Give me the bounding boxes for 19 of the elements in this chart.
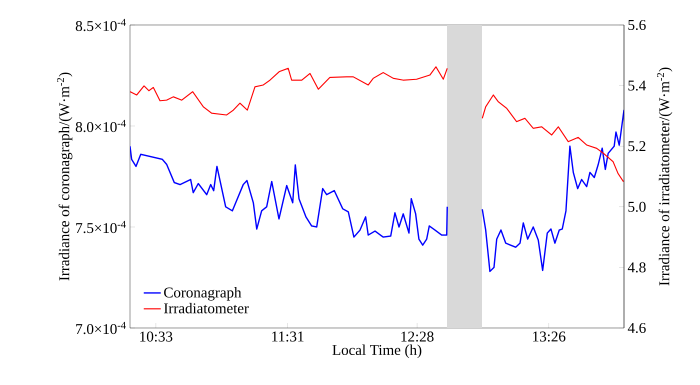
y-tick-label: 7.5×10$^{-4}$ [76, 220, 126, 234]
y-axis-title: Irradiance of coronagraph/(W·m$^{-2}$) [57, 72, 72, 281]
y2-tick-label: 4.8 [628, 262, 646, 272]
y-tick-label: 8.0×10$^{-4}$ [76, 120, 126, 132]
y2-axis-title: Irradiance of irradiatometer/(W·m$^{-2}$) [657, 68, 672, 286]
legend-label: Coronagraph [164, 287, 242, 301]
y2-tick-label: 4.6 [628, 322, 646, 334]
y2-tick-label: 5.2 [628, 141, 646, 152]
x-tick-label: 12:28 [401, 332, 434, 342]
x-tick-label: 11:31 [272, 332, 304, 342]
y2-tick-label: 5.0 [628, 202, 646, 212]
legend-label: Irradiatometer [164, 302, 249, 314]
y-tick-label: 8.5×10$^{-4}$ [76, 18, 126, 32]
x-tick-label: 10:33 [140, 332, 172, 342]
x-axis-title: Local Time (h) [332, 344, 422, 358]
y2-tick-label: 5.6 [628, 20, 646, 30]
y2-tick-label: 5.4 [628, 80, 646, 91]
y-tick-label: 7.0×10$^{-4}$ [76, 322, 126, 334]
x-tick-label: 13:26 [533, 332, 566, 342]
